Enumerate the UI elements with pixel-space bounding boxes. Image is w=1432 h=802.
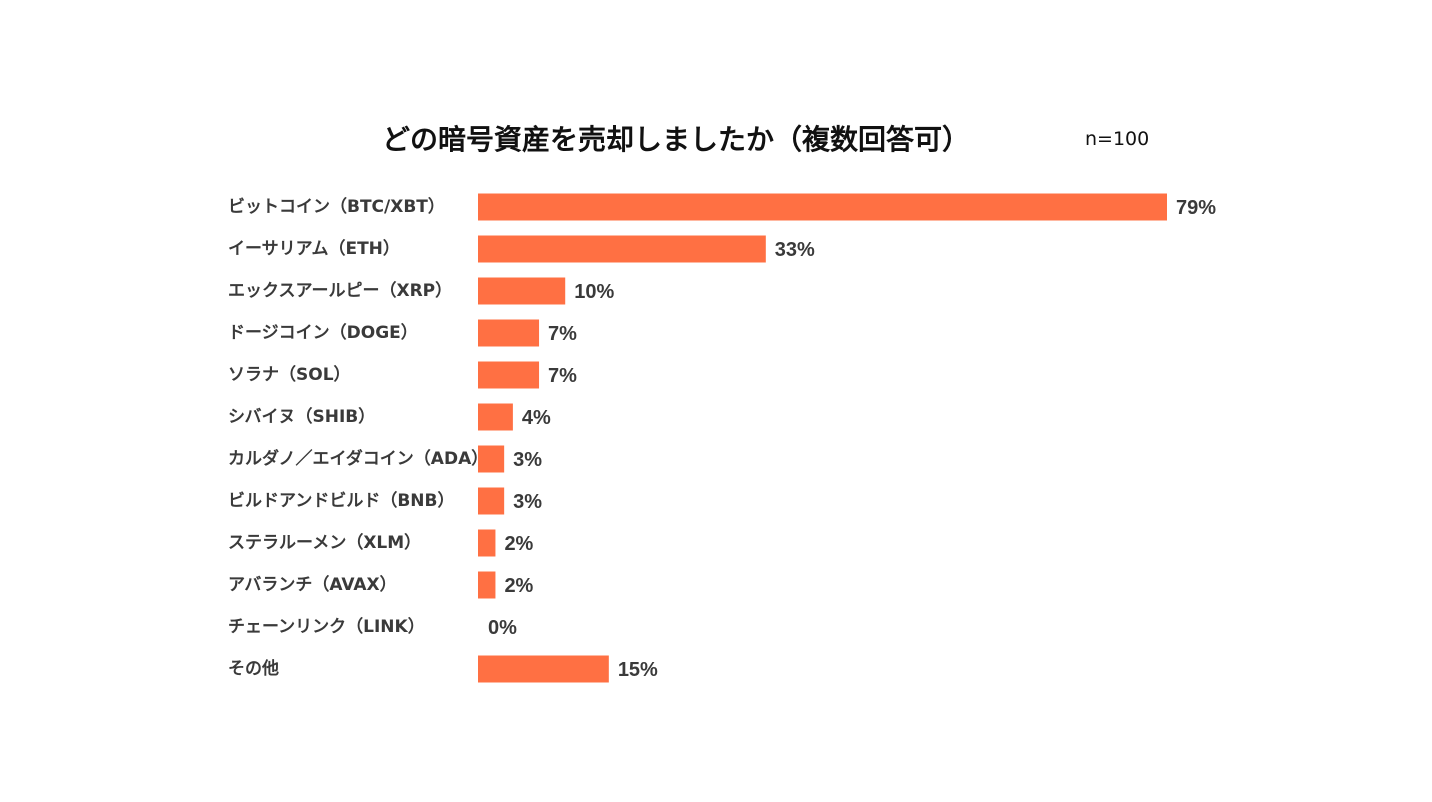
chart-title: どの暗号資産を売却しましたか（複数回答可） [382, 123, 971, 156]
bar [478, 571, 496, 599]
category-label: その他 [228, 658, 279, 679]
bar [478, 193, 1167, 221]
value-label: 2% [504, 533, 533, 555]
category-label: イーサリアム（ETH） [228, 238, 400, 259]
bar [478, 529, 496, 557]
category-label: ビルドアンドビルド（BNB） [228, 490, 454, 511]
value-label: 3% [513, 449, 542, 471]
value-label: 2% [504, 575, 533, 597]
category-label: ビットコイン（BTC/XBT） [228, 196, 445, 217]
value-label: 79% [1176, 197, 1216, 219]
bar [478, 403, 513, 431]
value-label: 3% [513, 491, 542, 513]
bar [478, 487, 505, 515]
category-label: ドージコイン（DOGE） [228, 322, 418, 343]
bar [478, 445, 505, 473]
sample-size: n=100 [1085, 128, 1150, 150]
category-label: チェーンリンク（LINK） [228, 616, 425, 637]
bar [478, 319, 540, 347]
bar [478, 361, 540, 389]
value-label: 15% [618, 659, 658, 681]
bar [478, 235, 766, 263]
category-label: ステラルーメン（XLM） [228, 532, 421, 553]
bar [478, 655, 609, 683]
category-label: アバランチ（AVAX） [228, 574, 397, 595]
value-label: 10% [574, 281, 614, 303]
value-label: 7% [548, 365, 577, 387]
category-label: カルダノ／エイダコイン（ADA） [228, 448, 488, 469]
bar [478, 277, 566, 305]
value-label: 4% [522, 407, 551, 429]
value-label: 0% [488, 617, 517, 639]
category-label: シバイヌ（SHIB） [228, 406, 375, 427]
category-label: ソラナ（SOL） [228, 364, 351, 385]
value-label: 33% [775, 239, 815, 261]
value-label: 7% [548, 323, 577, 345]
category-label: エックスアールピー（XRP） [228, 280, 452, 301]
